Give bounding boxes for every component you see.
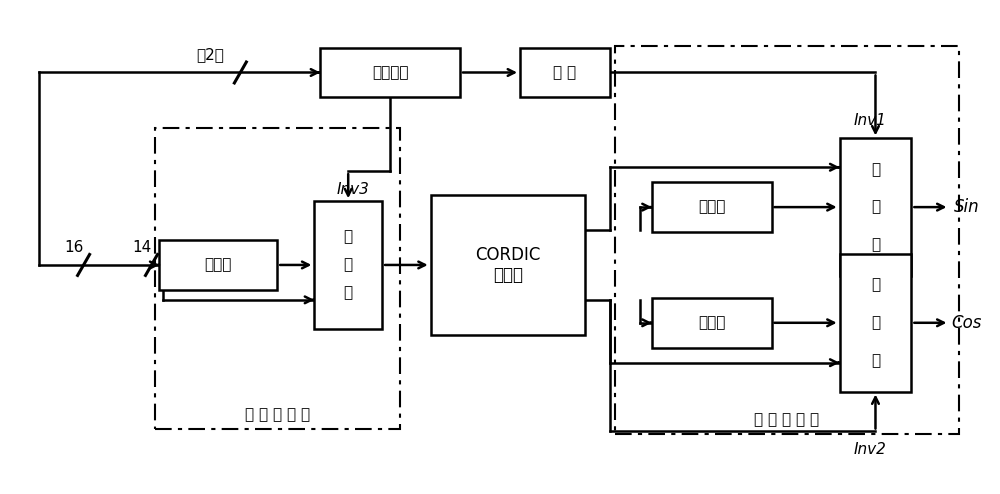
Text: 求补器: 求补器 bbox=[698, 200, 725, 214]
Text: 二: 二 bbox=[871, 162, 880, 177]
Text: 求补器: 求补器 bbox=[698, 315, 725, 330]
Bar bbox=[155, 128, 400, 429]
Text: 后 处 理 单 元: 后 处 理 单 元 bbox=[754, 412, 819, 427]
Text: 一: 一 bbox=[871, 353, 880, 368]
Text: Cos: Cos bbox=[951, 314, 982, 332]
Text: Inv1: Inv1 bbox=[854, 113, 887, 128]
Text: 控制电路: 控制电路 bbox=[372, 65, 408, 80]
Text: 14: 14 bbox=[132, 240, 151, 254]
Bar bbox=[314, 201, 382, 329]
Text: 选: 选 bbox=[871, 200, 880, 214]
Text: CORDIC
运算器: CORDIC 运算器 bbox=[475, 246, 541, 285]
Text: 选: 选 bbox=[871, 315, 880, 330]
Bar bbox=[159, 240, 277, 290]
Text: 一: 一 bbox=[344, 286, 353, 300]
Bar bbox=[320, 47, 460, 97]
Bar bbox=[840, 138, 911, 276]
Bar bbox=[520, 47, 610, 97]
Text: 二: 二 bbox=[871, 278, 880, 292]
Bar bbox=[652, 298, 772, 348]
Bar bbox=[615, 45, 959, 434]
Text: 前 处 理 单 元: 前 处 理 单 元 bbox=[245, 407, 310, 422]
Text: 一: 一 bbox=[871, 238, 880, 252]
Text: 选: 选 bbox=[344, 257, 353, 273]
Text: Inv2: Inv2 bbox=[854, 442, 887, 457]
Text: Inv3: Inv3 bbox=[337, 182, 370, 197]
Bar bbox=[840, 254, 911, 392]
Text: 延 时: 延 时 bbox=[553, 65, 576, 80]
Bar bbox=[652, 182, 772, 232]
Bar bbox=[431, 195, 585, 335]
Text: Sin: Sin bbox=[954, 198, 979, 216]
Text: 高2位: 高2位 bbox=[196, 47, 224, 62]
Text: 16: 16 bbox=[64, 240, 83, 254]
Text: 求补器: 求补器 bbox=[205, 257, 232, 273]
Text: 二: 二 bbox=[344, 230, 353, 245]
